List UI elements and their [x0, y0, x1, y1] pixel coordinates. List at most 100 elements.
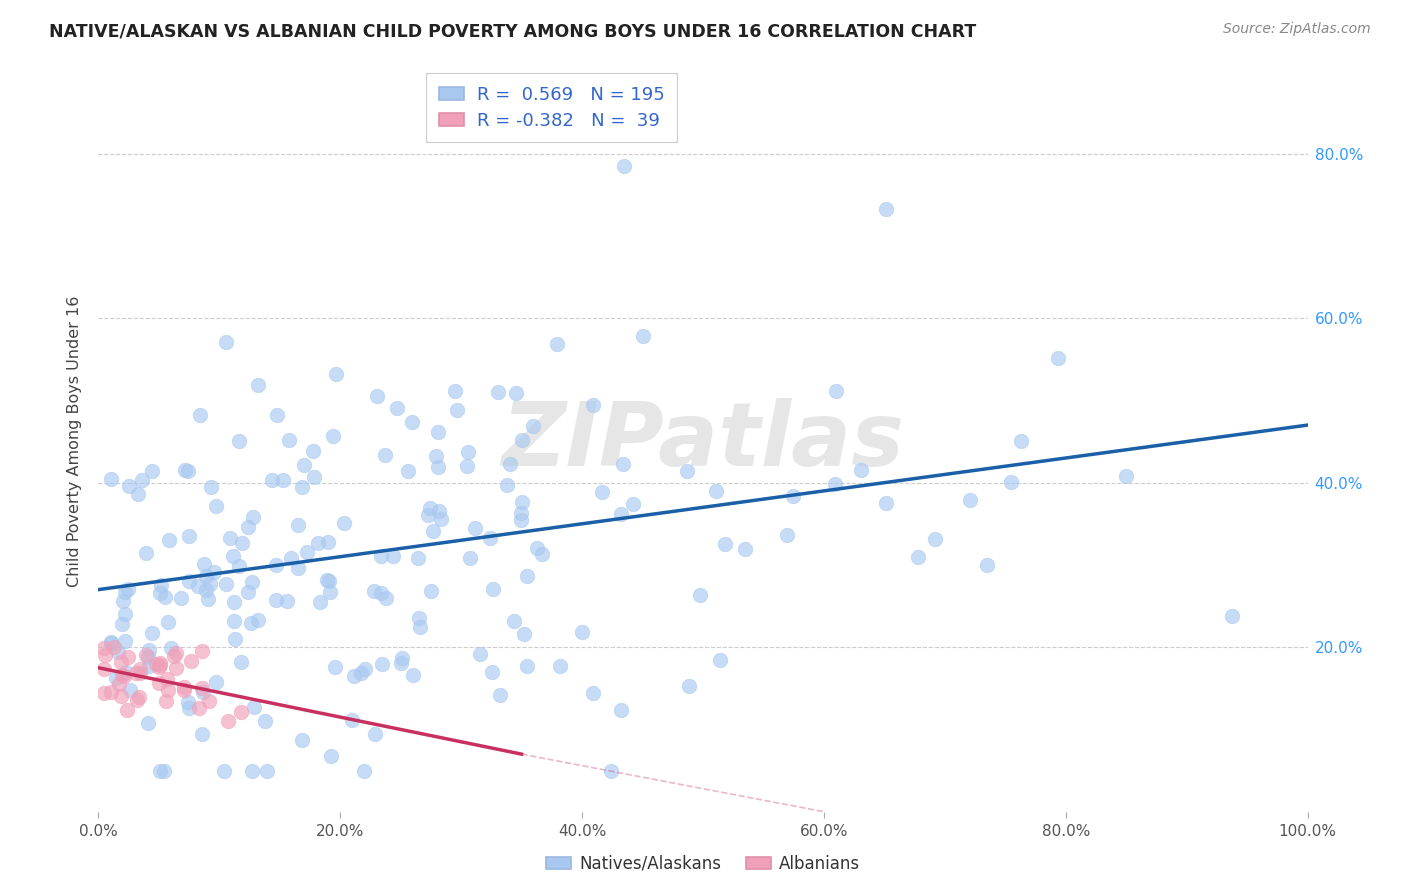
Point	[363, 584, 385, 599]
Point	[546, 336, 568, 351]
Point	[242, 509, 264, 524]
Point	[875, 202, 897, 217]
Point	[486, 385, 509, 400]
Point	[264, 558, 287, 573]
Point	[246, 613, 269, 627]
Point	[117, 649, 139, 664]
Point	[266, 408, 288, 422]
Point	[959, 492, 981, 507]
Point	[396, 464, 419, 478]
Point	[191, 644, 214, 658]
Point	[197, 592, 219, 607]
Point	[418, 508, 440, 522]
Point	[131, 473, 153, 487]
Point	[145, 657, 167, 671]
Point	[319, 749, 342, 764]
Point	[157, 533, 180, 547]
Point	[510, 495, 533, 509]
Point	[613, 159, 636, 173]
Point	[127, 487, 149, 501]
Point	[202, 565, 225, 579]
Point	[1010, 434, 1032, 449]
Point	[215, 334, 238, 349]
Point	[193, 557, 215, 571]
Point	[430, 512, 453, 526]
Point	[177, 464, 200, 478]
Point	[107, 645, 129, 659]
Point	[1220, 609, 1243, 624]
Point	[612, 457, 634, 471]
Point	[264, 593, 287, 607]
Text: Source: ZipAtlas.com: Source: ZipAtlas.com	[1223, 22, 1371, 37]
Point	[114, 633, 136, 648]
Point	[1115, 469, 1137, 483]
Point	[120, 682, 142, 697]
Point	[108, 676, 131, 690]
Point	[177, 695, 200, 709]
Point	[333, 516, 356, 531]
Point	[287, 517, 309, 532]
Point	[325, 660, 347, 674]
Point	[152, 764, 174, 778]
Point	[177, 574, 200, 588]
Point	[231, 536, 253, 550]
Point	[924, 533, 946, 547]
Point	[287, 560, 309, 574]
Point	[200, 480, 222, 494]
Point	[229, 705, 252, 719]
Point	[157, 615, 180, 629]
Point	[851, 463, 873, 477]
Point	[240, 764, 263, 778]
Point	[422, 524, 444, 538]
Point	[214, 577, 236, 591]
Point	[456, 458, 478, 473]
Point	[582, 398, 605, 412]
Point	[93, 686, 115, 700]
Point	[353, 661, 375, 675]
Point	[278, 433, 301, 447]
Text: NATIVE/ALASKAN VS ALBANIAN CHILD POVERTY AMONG BOYS UNDER 16 CORRELATION CHART: NATIVE/ALASKAN VS ALBANIAN CHILD POVERTY…	[49, 22, 976, 40]
Point	[191, 685, 214, 699]
Point	[609, 703, 631, 717]
Point	[247, 378, 270, 392]
Point	[149, 658, 172, 673]
Point	[280, 551, 302, 566]
Point	[678, 679, 700, 693]
Point	[103, 640, 125, 654]
Point	[254, 714, 277, 728]
Point	[129, 665, 152, 680]
Point	[165, 646, 187, 660]
Point	[610, 507, 633, 521]
Point	[505, 385, 527, 400]
Point	[114, 607, 136, 621]
Point	[325, 367, 347, 381]
Point	[548, 658, 571, 673]
Point	[191, 681, 214, 696]
Point	[194, 582, 217, 597]
Point	[93, 648, 115, 662]
Point	[128, 690, 150, 704]
Point	[212, 764, 235, 778]
Point	[408, 611, 430, 625]
Point	[179, 529, 201, 543]
Point	[165, 661, 187, 675]
Point	[128, 662, 150, 676]
Point	[138, 643, 160, 657]
Point	[444, 384, 467, 399]
Point	[162, 649, 184, 664]
Point	[100, 635, 122, 649]
Point	[512, 433, 534, 447]
Point	[409, 620, 432, 634]
Y-axis label: Child Poverty Among Boys Under 16: Child Poverty Among Boys Under 16	[67, 296, 83, 587]
Point	[118, 479, 141, 493]
Point	[776, 527, 799, 541]
Point	[292, 458, 315, 473]
Point	[460, 550, 482, 565]
Point	[381, 549, 404, 563]
Point	[138, 659, 160, 673]
Point	[153, 590, 176, 604]
Point	[136, 650, 159, 665]
Point	[316, 535, 339, 549]
Point	[198, 576, 221, 591]
Point	[135, 546, 157, 560]
